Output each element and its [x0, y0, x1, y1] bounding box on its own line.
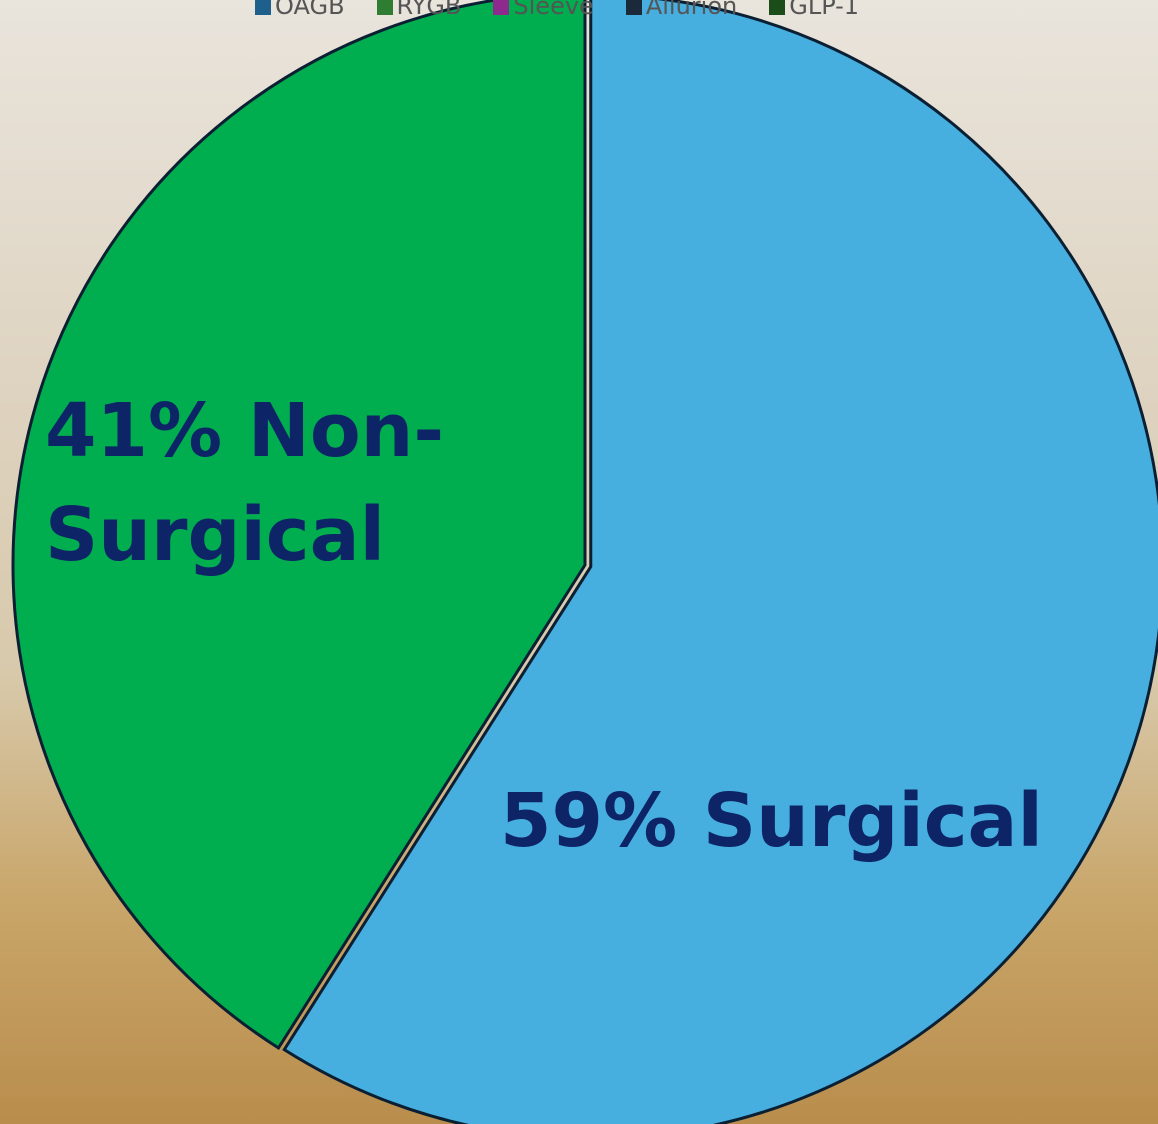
- legend-label: RYGB: [397, 0, 462, 20]
- legend-item: GLP-1: [769, 0, 859, 20]
- legend-swatch: [377, 0, 393, 15]
- legend-swatch: [769, 0, 785, 15]
- legend-swatch: [493, 0, 509, 15]
- legend-swatch: [255, 0, 271, 15]
- legend-label: Allurion: [646, 0, 737, 20]
- legend-item: Sleeve: [493, 0, 593, 20]
- legend-item: RYGB: [377, 0, 462, 20]
- legend-item: OAGB: [255, 0, 345, 20]
- legend: OAGB RYGB Sleeve Allurion GLP-1: [255, 0, 859, 20]
- legend-label: GLP-1: [789, 0, 859, 20]
- legend-item: Allurion: [626, 0, 737, 20]
- data-label: 41% Non-Surgical: [45, 380, 565, 587]
- data-label: 59% Surgical: [500, 770, 1100, 874]
- legend-label: OAGB: [275, 0, 345, 20]
- legend-swatch: [626, 0, 642, 15]
- page: (() => { const data = JSON.parse(documen…: [0, 0, 1158, 1124]
- legend-label: Sleeve: [513, 0, 593, 20]
